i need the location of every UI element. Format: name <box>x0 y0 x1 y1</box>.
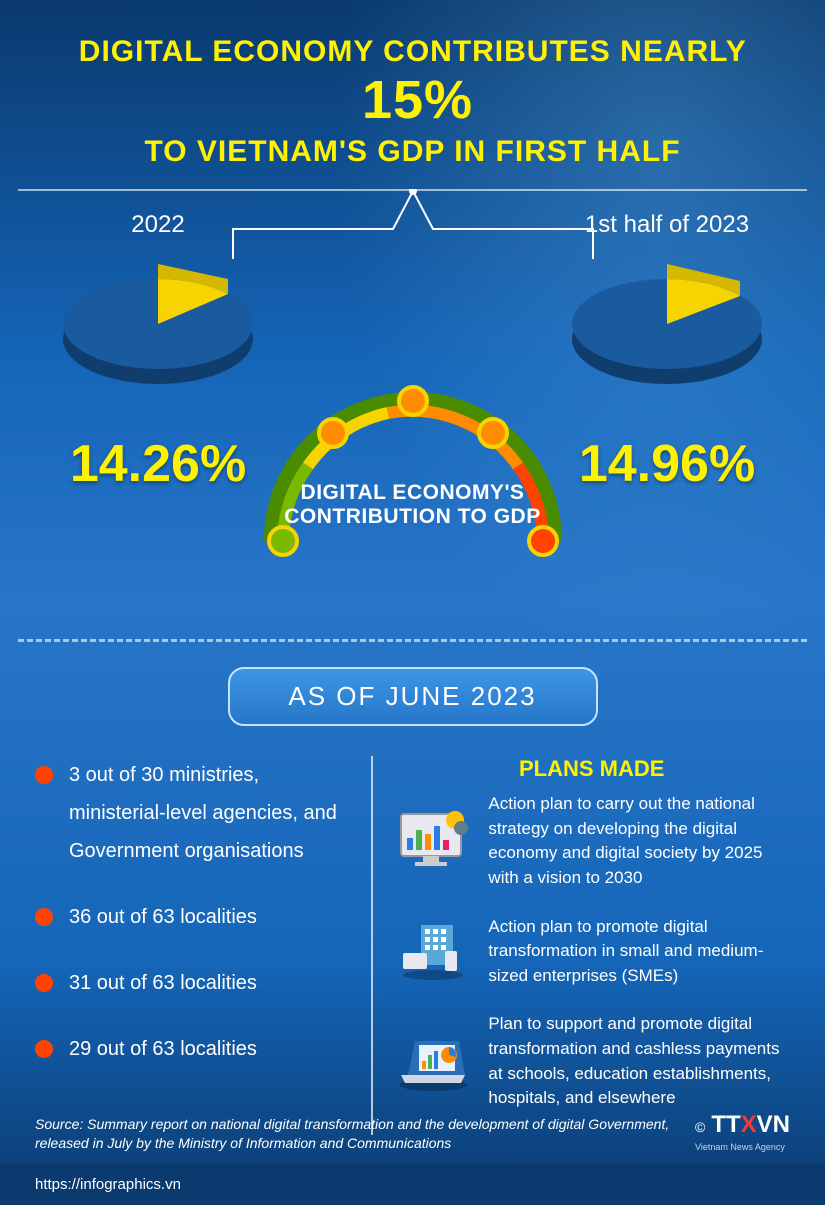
bullet-item: 29 out of 63 localities <box>35 1030 351 1068</box>
gauge-arc: DIGITAL ECONOMY'S CONTRIBUTION TO GDP <box>243 351 583 576</box>
pie-svg-2023 <box>557 254 777 409</box>
copyright-icon: © <box>695 1119 705 1135</box>
laptop-analytics-icon <box>393 1027 473 1097</box>
source-text: Source: Summary report on national digit… <box>35 1115 675 1154</box>
title-line2: TO VIETNAM'S GDP IN FIRST HALF <box>40 135 785 169</box>
plan-text: Action plan to carry out the national st… <box>488 792 790 891</box>
pie-percentage: 14.26% <box>48 434 268 494</box>
top-charts-section: 2022 14.26% 1st half of 2023 14.96% <box>18 189 807 629</box>
footer: Source: Summary report on national digit… <box>0 1098 825 1205</box>
plans-right-column: PLANS MADE Action plan to carry out the … <box>393 756 790 1135</box>
plan-text: Action plan to promote digital transform… <box>488 915 790 989</box>
gauge-label: DIGITAL ECONOMY'S CONTRIBUTION TO GDP <box>263 481 563 529</box>
logo-tt: TT <box>711 1111 740 1138</box>
logo-vn: VN <box>757 1111 790 1138</box>
plan-row: Action plan to promote digital transform… <box>393 915 790 989</box>
source-row: Source: Summary report on national digit… <box>0 1098 825 1164</box>
section-banner: AS OF JUNE 2023 <box>228 667 598 726</box>
plans-columns: 3 out of 30 ministries, ministerial-leve… <box>35 756 790 1135</box>
title-line1: DIGITAL ECONOMY CONTRIBUTES NEARLY 15% <box>40 35 785 131</box>
pie-chart-2023: 1st half of 2023 14.96% <box>557 211 777 494</box>
plan-text: Plan to support and promote digital tran… <box>488 1012 790 1111</box>
ttxvn-logo: © TTXVN Vietnam News Agency <box>695 1108 790 1154</box>
plans-heading: PLANS MADE <box>393 756 790 782</box>
pie-label: 2022 <box>48 211 268 239</box>
bullet-item: 36 out of 63 localities <box>35 898 351 936</box>
bullet-item: 3 out of 30 ministries, ministerial-leve… <box>35 756 351 870</box>
logo-x: X <box>741 1111 757 1138</box>
title-text: DIGITAL ECONOMY CONTRIBUTES NEARLY <box>79 35 746 68</box>
gauge-label-line1: DIGITAL ECONOMY'S <box>301 481 525 504</box>
header: DIGITAL ECONOMY CONTRIBUTES NEARLY 15% T… <box>0 0 825 189</box>
pie-label: 1st half of 2023 <box>557 211 777 239</box>
building-devices-icon <box>393 917 473 987</box>
gauge-svg <box>243 351 583 571</box>
pie-chart-2022: 2022 14.26% <box>48 211 268 494</box>
url-bar: https://infographics.vn <box>0 1164 825 1205</box>
bullet-item: 31 out of 63 localities <box>35 964 351 1002</box>
logo-sub: Vietnam News Agency <box>695 1141 790 1154</box>
gauge-label-line2: CONTRIBUTION TO GDP <box>284 505 540 528</box>
dashed-divider <box>18 639 807 642</box>
plans-left-column: 3 out of 30 ministries, ministerial-leve… <box>35 756 373 1135</box>
title-big-pct: 15% <box>362 70 473 130</box>
plan-row: Plan to support and promote digital tran… <box>393 1012 790 1111</box>
pie-percentage: 14.96% <box>557 434 777 494</box>
monitor-chart-icon <box>393 806 473 876</box>
pie-svg-2022 <box>48 254 268 409</box>
plan-row: Action plan to carry out the national st… <box>393 792 790 891</box>
